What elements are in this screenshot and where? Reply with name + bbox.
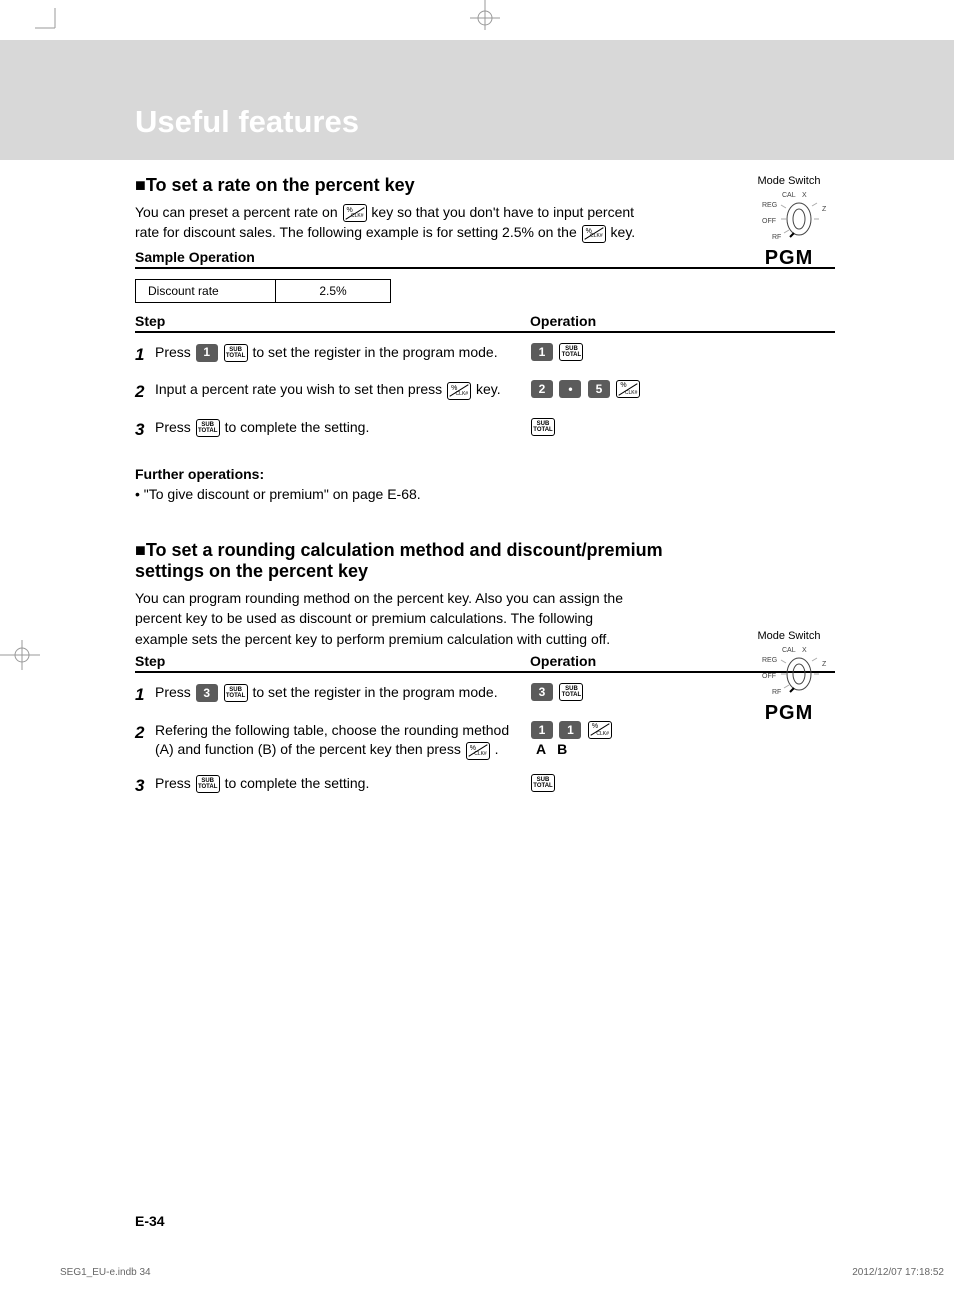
step-number: 3 bbox=[135, 418, 155, 442]
operation-col-header: Operation bbox=[530, 313, 596, 331]
step-row: 3 Press SUBTOTAL to complete the setting… bbox=[135, 774, 835, 798]
section1-title: ■To set a rate on the percent key bbox=[135, 175, 835, 196]
svg-text:CAL: CAL bbox=[782, 192, 796, 199]
num-1-key-icon: 1 bbox=[531, 343, 553, 361]
operation-cell: 1 1 A B bbox=[530, 721, 835, 760]
subtotal-key-icon: SUBTOTAL bbox=[531, 774, 555, 792]
operation-col-header: Operation bbox=[530, 653, 596, 671]
step-row: 2 Refering the following table, choose t… bbox=[135, 721, 835, 760]
step-body: Input a percent rate you wish to set the… bbox=[155, 380, 530, 404]
subtotal-key-icon: SUBTOTAL bbox=[196, 775, 220, 793]
svg-text:X: X bbox=[802, 192, 807, 199]
percent-key-icon bbox=[582, 225, 606, 243]
subtotal-key-icon: SUBTOTAL bbox=[196, 419, 220, 437]
header-band: Useful features bbox=[0, 40, 954, 160]
subtotal-key-icon: SUBTOTAL bbox=[224, 344, 248, 362]
step-row: 2 Input a percent rate you wish to set t… bbox=[135, 380, 835, 404]
section2-para: You can program rounding method on the p… bbox=[135, 588, 645, 649]
step-body: Press SUBTOTAL to complete the setting. bbox=[155, 418, 530, 442]
step-row: 1 Press 3 SUBTOTAL to set the register i… bbox=[135, 683, 835, 707]
operation-cell: 2 • 5 bbox=[530, 380, 835, 404]
operation-cell: SUBTOTAL bbox=[530, 418, 835, 442]
step-row: 1 Press 1 SUBTOTAL to set the register i… bbox=[135, 343, 835, 367]
mode-switch-label: Mode Switch bbox=[739, 630, 839, 642]
step-body: Press 1 SUBTOTAL to set the register in … bbox=[155, 343, 530, 367]
step-number: 1 bbox=[135, 343, 155, 367]
percent-key-icon bbox=[588, 721, 612, 739]
further-ops-bullet: • "To give discount or premium" on page … bbox=[135, 486, 835, 502]
svg-text:OFF: OFF bbox=[762, 218, 776, 225]
num-5-key-icon: 5 bbox=[588, 380, 610, 398]
percent-key-icon bbox=[616, 380, 640, 398]
step-number: 1 bbox=[135, 683, 155, 707]
svg-text:REG: REG bbox=[762, 657, 777, 664]
footer-left: SEG1_EU-e.indb 34 bbox=[60, 1267, 151, 1278]
svg-text:Z: Z bbox=[822, 206, 827, 213]
steps-header: Step Operation bbox=[135, 313, 835, 333]
mode-switch-label: Mode Switch bbox=[739, 175, 839, 187]
svg-text:OFF: OFF bbox=[762, 673, 776, 680]
section1-para: You can preset a percent rate on key so … bbox=[135, 202, 645, 243]
further-ops-heading: Further operations: bbox=[135, 466, 835, 482]
step-body: Refering the following table, choose the… bbox=[155, 721, 530, 760]
svg-text:CAL: CAL bbox=[782, 647, 796, 654]
pgm-label: PGM bbox=[739, 247, 839, 270]
crop-mark-tl bbox=[35, 8, 57, 35]
step-body: Press 3 SUBTOTAL to set the register in … bbox=[155, 683, 530, 707]
crop-mark-lc bbox=[0, 640, 40, 675]
operation-cell: SUBTOTAL bbox=[530, 774, 835, 798]
pgm-label: PGM bbox=[739, 702, 839, 725]
percent-key-icon bbox=[466, 742, 490, 760]
rate-label: Discount rate bbox=[136, 279, 276, 302]
page-number: E-34 bbox=[135, 1213, 165, 1229]
percent-key-icon bbox=[343, 204, 367, 222]
operation-cell: 1 SUBTOTAL bbox=[530, 343, 835, 367]
section2-title: ■To set a rounding calculation method an… bbox=[135, 540, 675, 582]
page-title: Useful features bbox=[135, 104, 359, 140]
step-number: 2 bbox=[135, 721, 155, 760]
footer-right: 2012/12/07 17:18:52 bbox=[852, 1267, 944, 1278]
discount-rate-table: Discount rate 2.5% bbox=[135, 279, 391, 303]
steps-header: Step Operation bbox=[135, 653, 835, 673]
subtotal-key-icon: SUBTOTAL bbox=[224, 684, 248, 702]
mode-switch-diagram: Mode Switch CAL X REG Z OFF RF PGM bbox=[739, 175, 839, 270]
num-3-key-icon: 3 bbox=[531, 683, 553, 701]
step-col-header: Step bbox=[135, 653, 530, 671]
subtotal-key-icon: SUBTOTAL bbox=[559, 343, 583, 361]
sample-operation-heading: Sample Operation bbox=[135, 249, 835, 269]
step-body: Press SUBTOTAL to complete the setting. bbox=[155, 774, 530, 798]
svg-text:RF: RF bbox=[772, 689, 781, 696]
num-3-key-icon: 3 bbox=[196, 684, 218, 702]
ab-labels: A B bbox=[536, 741, 835, 757]
svg-text:REG: REG bbox=[762, 202, 777, 209]
num-1-key-icon: 1 bbox=[196, 344, 218, 362]
subtotal-key-icon: SUBTOTAL bbox=[559, 683, 583, 701]
num-2-key-icon: 2 bbox=[531, 380, 553, 398]
subtotal-key-icon: SUBTOTAL bbox=[531, 418, 555, 436]
mode-switch-dial-icon: CAL X REG Z OFF RF bbox=[744, 644, 834, 700]
step-col-header: Step bbox=[135, 313, 530, 331]
svg-text:X: X bbox=[802, 647, 807, 654]
dot-key-icon: • bbox=[559, 380, 581, 398]
mode-switch-diagram: Mode Switch CAL X REG Z OFF RF PGM bbox=[739, 630, 839, 725]
step-row: 3 Press SUBTOTAL to complete the setting… bbox=[135, 418, 835, 442]
num-1-key-icon: 1 bbox=[559, 721, 581, 739]
svg-text:RF: RF bbox=[772, 234, 781, 241]
percent-key-icon bbox=[447, 382, 471, 400]
mode-switch-dial-icon: CAL X REG Z OFF RF bbox=[744, 189, 834, 245]
svg-text:Z: Z bbox=[822, 661, 827, 668]
step-number: 2 bbox=[135, 380, 155, 404]
crop-mark-tc bbox=[470, 0, 500, 35]
step-number: 3 bbox=[135, 774, 155, 798]
num-1-key-icon: 1 bbox=[531, 721, 553, 739]
rate-value: 2.5% bbox=[276, 279, 391, 302]
